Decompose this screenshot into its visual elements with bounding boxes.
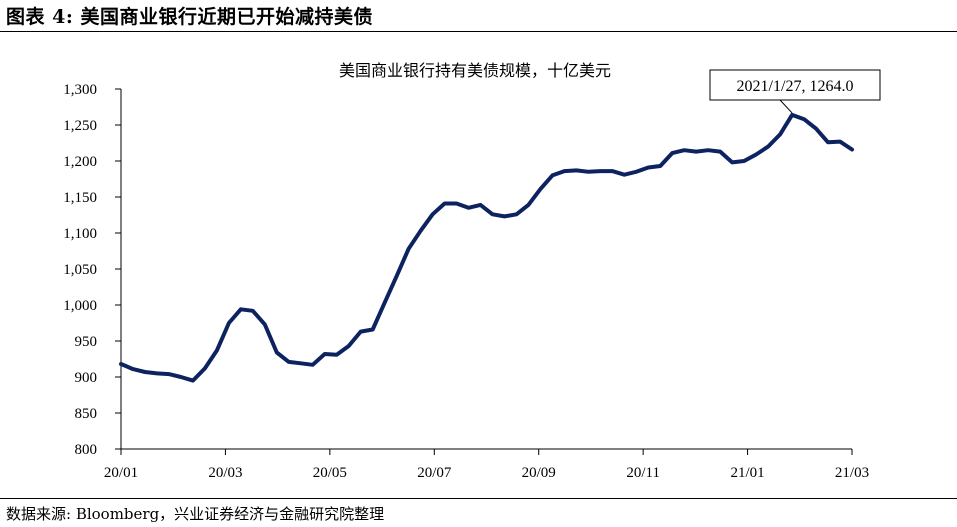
y-tick-label: 1,250: [63, 118, 97, 134]
figure-title: 图表 4: 美国商业银行近期已开始减持美债: [6, 6, 373, 28]
y-tick-label: 950: [75, 334, 98, 350]
series-layer: [119, 112, 854, 383]
x-tick-label: 20/09: [522, 465, 556, 481]
bottom-rule: [0, 498, 957, 499]
chart-title: 美国商业银行持有美债规模，十亿美元: [339, 61, 611, 80]
y-tick-label: 1,300: [63, 82, 97, 98]
series-line: [119, 112, 854, 383]
y-tick-label: 850: [75, 406, 98, 422]
x-tick-label: 20/11: [626, 465, 660, 481]
line-chart: 美国商业银行持有美债规模，十亿美元 800 850 900 950 1,000 1,050…: [63, 61, 881, 481]
y-axis: 800 850 900 950 1,000 1,050 1,100 1,150 1,200 1,2…: [63, 82, 122, 458]
annotation-box: [709, 69, 881, 101]
y-tick-label: 1,200: [63, 154, 97, 170]
x-tick-label: 20/07: [417, 465, 452, 481]
annotation-label: 2021/1/27, 1264.0: [737, 78, 854, 95]
y-tick-label: 1,050: [63, 262, 97, 278]
top-rule: [0, 31, 957, 32]
source-note: 数据来源: Bloomberg，兴业证券经济与金融研究院整理: [6, 505, 385, 523]
x-tick-label: 20/03: [208, 465, 242, 481]
x-tick-label: 20/01: [104, 465, 138, 481]
x-tick-label: 21/03: [835, 465, 869, 481]
y-tick-label: 800: [75, 442, 98, 458]
y-tick-label: 900: [75, 370, 98, 386]
y-tick-label: 1,150: [63, 190, 97, 206]
x-tick-label: 21/01: [730, 465, 764, 481]
x-tick-label: 20/05: [313, 465, 347, 481]
y-tick-label: 1,100: [63, 226, 97, 242]
annotation-layer: 2021/1/27, 1264.0: [709, 69, 881, 114]
x-axis: 20/01 20/03 20/05 20/07 20/09 20/11 21/01 21/03: [104, 448, 869, 481]
annotation-leader-line: [779, 99, 793, 114]
y-tick-label: 1,000: [63, 298, 97, 314]
